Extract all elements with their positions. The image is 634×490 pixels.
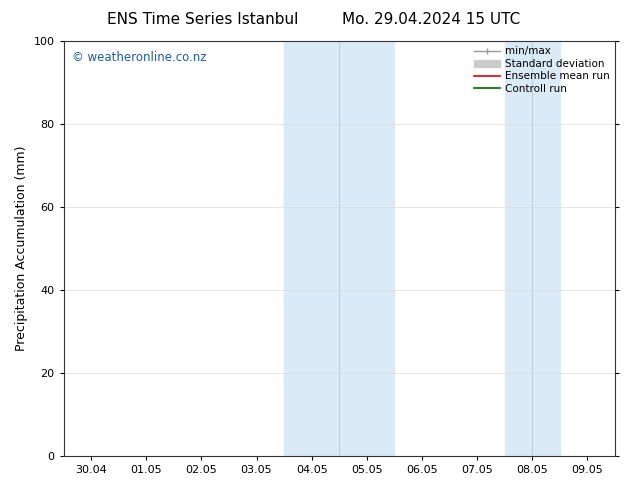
Text: ENS Time Series Istanbul: ENS Time Series Istanbul [107,12,299,27]
Text: Mo. 29.04.2024 15 UTC: Mo. 29.04.2024 15 UTC [342,12,521,27]
Legend: min/max, Standard deviation, Ensemble mean run, Controll run: min/max, Standard deviation, Ensemble me… [474,46,610,94]
Bar [505,41,560,456]
Text: © weatheronline.co.nz: © weatheronline.co.nz [72,51,206,64]
Bar [284,41,394,456]
Y-axis label: Precipitation Accumulation (mm): Precipitation Accumulation (mm) [15,146,28,351]
